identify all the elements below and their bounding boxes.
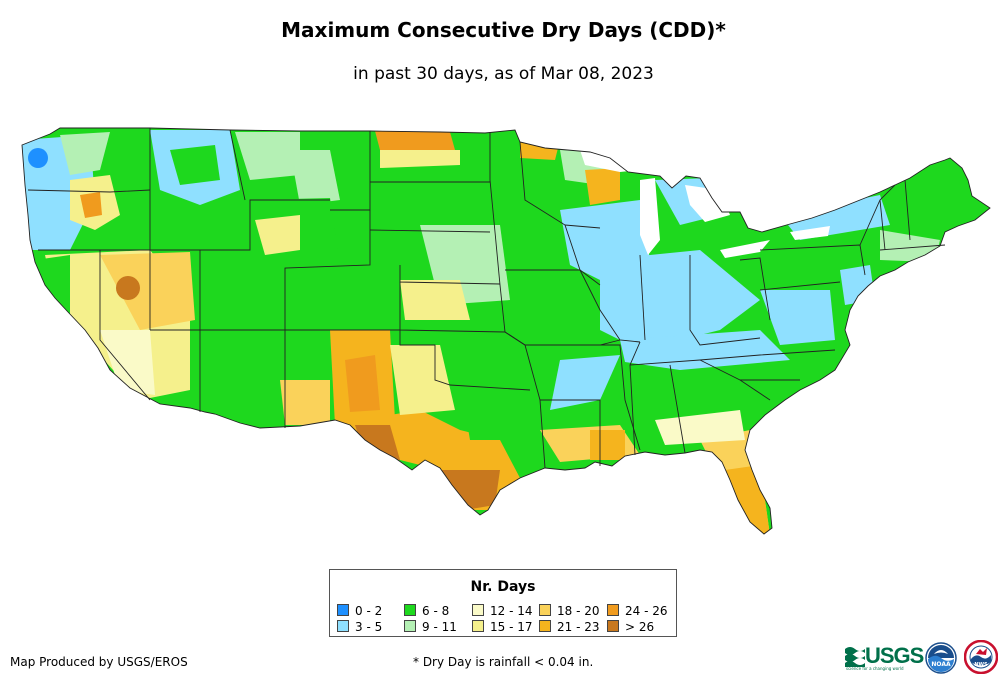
- legend-item: 24 - 26: [607, 604, 668, 618]
- legend-swatch: [404, 604, 416, 616]
- legend-swatch: [337, 620, 349, 632]
- credit-text: Map Produced by USGS/EROS: [10, 655, 188, 669]
- map-subtitle: in past 30 days, as of Mar 08, 2023: [353, 64, 654, 84]
- usgs-tagline: science for a changing world: [846, 666, 904, 671]
- legend-item: 0 - 2: [337, 604, 382, 618]
- legend-swatch: [539, 604, 551, 616]
- legend-swatch: [404, 620, 416, 632]
- state-boundaries: [21, 127, 991, 535]
- legend-item: > 26: [607, 620, 654, 634]
- legend-item: 9 - 11: [404, 620, 457, 634]
- legend-item: 6 - 8: [404, 604, 449, 618]
- legend-item: 3 - 5: [337, 620, 382, 634]
- cdd-map-fill: [22, 128, 990, 534]
- legend-item: 18 - 20: [539, 604, 600, 618]
- legend-swatch: [607, 604, 619, 616]
- footnote: * Dry Day is rainfall < 0.04 in.: [413, 655, 594, 669]
- legend-item: 21 - 23: [539, 620, 600, 634]
- great-lakes: [580, 150, 830, 258]
- usgs-logo: USGS science for a changing world: [845, 642, 924, 671]
- nws-logo-icon: NWS: [964, 640, 998, 674]
- legend-swatch: [472, 620, 484, 632]
- legend-title: Nr. Days: [470, 579, 536, 595]
- map-title: Maximum Consecutive Dry Days (CDD)*: [281, 18, 726, 42]
- legend-item: 12 - 14: [472, 604, 533, 618]
- legend-swatch: [607, 620, 619, 632]
- svg-text:NWS: NWS: [974, 662, 988, 668]
- legend-swatch: [337, 604, 349, 616]
- legend-swatch: [539, 620, 551, 632]
- legend-swatch: [472, 604, 484, 616]
- legend-item: 15 - 17: [472, 620, 533, 634]
- usgs-logo-text: USGS: [865, 643, 924, 668]
- noaa-logo-icon: NOAA: [925, 642, 957, 674]
- usgs-wave-icon: [845, 647, 865, 667]
- legend: Nr. Days 0 - 2 3 - 5 6 - 8 9 - 11 12 - 1…: [329, 569, 677, 637]
- svg-text:NOAA: NOAA: [931, 661, 951, 668]
